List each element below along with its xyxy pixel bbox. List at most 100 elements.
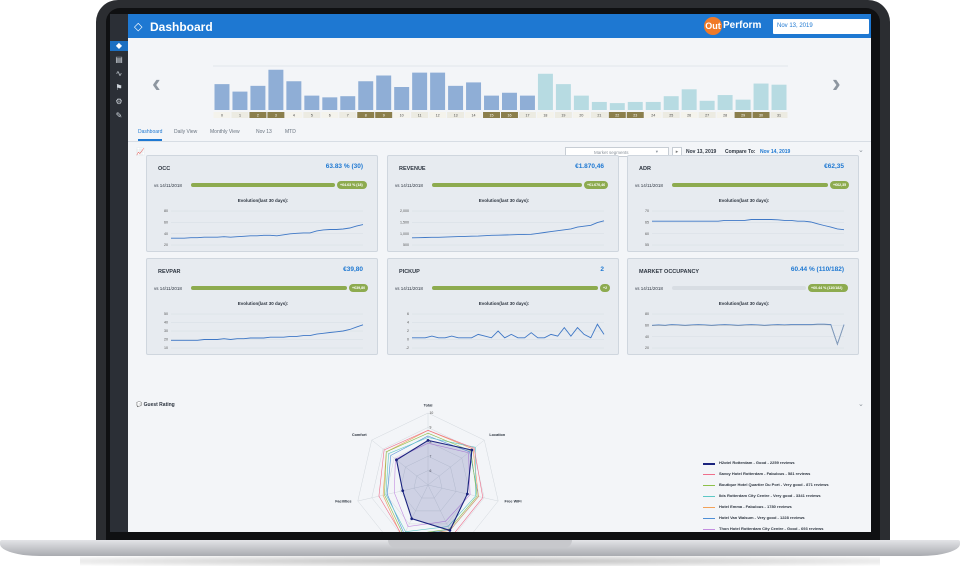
calendar-day-cell[interactable]: [339, 112, 357, 118]
calendar-day-cell[interactable]: [662, 112, 680, 118]
tab-nov-13[interactable]: Nov 13: [256, 129, 272, 135]
calendar-day-cell[interactable]: [644, 112, 662, 118]
calendar-bar[interactable]: [591, 101, 607, 110]
kpi-delta-badge: +60.44 % (110/182): [808, 284, 848, 292]
calendar-day-cell[interactable]: [590, 112, 608, 118]
calendar-bar[interactable]: [735, 99, 751, 110]
kpi-card-market-occupancy[interactable]: MARKET OCCUPANCY 60.44 % (110/182) vs 14/1…: [627, 258, 859, 355]
calendar-bar[interactable]: [681, 89, 697, 110]
gem-icon[interactable]: ◆: [110, 41, 128, 51]
calendar-bar[interactable]: [519, 95, 535, 110]
calendar-day-cell[interactable]: [698, 112, 716, 118]
calendar-bar[interactable]: [448, 85, 464, 110]
calendar-bar[interactable]: [376, 75, 392, 111]
calendar-bar[interactable]: [286, 81, 302, 110]
calendar-day-cell[interactable]: [375, 112, 393, 118]
calendar-day-cell[interactable]: [608, 112, 626, 118]
calendar-bar[interactable]: [502, 92, 517, 110]
calendar-bar[interactable]: [555, 84, 571, 110]
laptop-base: [0, 540, 960, 556]
legend-item[interactable]: Savoy Hotel Rotterdam - Fabulous - 581 r…: [703, 471, 871, 482]
calendar-day-cell[interactable]: [716, 112, 734, 118]
calendar-bar[interactable]: [484, 95, 499, 110]
calendar-day-label: 1: [239, 114, 241, 118]
kpi-card-revpar[interactable]: REVPAR €39,80 vs 14/11/2018 +€39,80 Evolutio…: [146, 258, 378, 355]
calendar-bar[interactable]: [645, 101, 661, 110]
calendar-day-cell[interactable]: [429, 112, 447, 118]
calendar-bar[interactable]: [466, 82, 482, 110]
calendar-day-cell[interactable]: [752, 112, 770, 118]
calendar-day-cell[interactable]: [393, 112, 411, 118]
legend-item[interactable]: Ibis Rotterdam City Centre - Very good -…: [703, 493, 871, 504]
kpi-card-occ[interactable]: OCC 63.83 % (30) vs 14/11/2018 +64.63 % (18…: [146, 155, 378, 252]
collapse-chevron-icon[interactable]: ⌄: [858, 147, 864, 154]
calendar-day-cell[interactable]: [572, 112, 590, 118]
calendar-day-cell[interactable]: [231, 112, 249, 118]
tab-monthly-view[interactable]: Monthly View: [210, 129, 240, 135]
calendar-bar[interactable]: [717, 95, 733, 110]
legend-item[interactable]: Hotel Van Walsum - Very good - 1228 revi…: [703, 515, 871, 526]
calendar-strip[interactable]: 0 1 2 3 4 5 6 7 8 9 10 11 12 13 14 15 16 17 18 19 20 21 22 23 24…: [213, 62, 788, 124]
y-tick-label: 2,000: [400, 209, 409, 213]
calendar-bar[interactable]: [304, 95, 320, 110]
calendar-bar[interactable]: [609, 103, 625, 110]
legend-item[interactable]: Thon Hotel Rotterdam City Centre - Good …: [703, 526, 871, 532]
calendar-bar[interactable]: [430, 72, 446, 110]
dashboard-icon[interactable]: ▤: [115, 55, 123, 64]
calendar-bar[interactable]: [573, 95, 589, 110]
calendar-bar[interactable]: [250, 85, 266, 110]
calendar-day-cell[interactable]: [536, 112, 554, 118]
calendar-bar[interactable]: [699, 100, 715, 110]
calendar-day-cell[interactable]: [447, 112, 465, 118]
kpi-card-adr[interactable]: ADR €62,35 vs 14/11/2018 +€62,35 Evolution(l…: [627, 155, 859, 252]
calendar-bar[interactable]: [771, 84, 787, 110]
calendar-bar[interactable]: [753, 83, 769, 110]
calendar-bar[interactable]: [232, 91, 248, 110]
calendar-day-cell[interactable]: [213, 112, 231, 118]
calendar-day-cell[interactable]: [501, 112, 518, 118]
legend-item[interactable]: Boutique Hotel Quartier Du Port - Very g…: [703, 482, 871, 493]
calendar-day-cell[interactable]: [734, 112, 752, 118]
calendar-day-cell[interactable]: [554, 112, 572, 118]
tab-mtd[interactable]: MTD: [285, 129, 296, 135]
flag-icon[interactable]: ⚑: [115, 83, 123, 92]
calendar-day-cell[interactable]: [770, 112, 788, 118]
calendar-day-cell[interactable]: [267, 112, 285, 118]
rating-collapse-icon[interactable]: ⌄: [858, 401, 864, 408]
calendar-bar[interactable]: [340, 96, 356, 110]
next-arrow-icon[interactable]: ›: [832, 68, 841, 98]
calendar-day-cell[interactable]: [303, 112, 321, 118]
tab-daily-view[interactable]: Daily View: [174, 129, 198, 135]
legend-item[interactable]: H2otel Rotterdam - Good - 2259 reviews: [703, 460, 871, 471]
kpi-card-pickup[interactable]: PICKUP 2 vs 14/11/2018 +2 Evolution(last 30 …: [387, 258, 619, 355]
header-date-picker[interactable]: Nov 13, 2019: [773, 19, 869, 34]
calendar-day-cell[interactable]: [411, 112, 429, 118]
calendar-bar[interactable]: [358, 81, 374, 110]
calendar-bar[interactable]: [322, 97, 338, 110]
calendar-day-cell[interactable]: [285, 112, 303, 118]
calendar-bar[interactable]: [663, 96, 679, 110]
y-tick-label: 40: [164, 321, 168, 325]
calendar-day-cell[interactable]: [483, 112, 500, 118]
trend-icon[interactable]: ∿: [115, 69, 123, 78]
calendar-bar[interactable]: [537, 73, 553, 110]
compare-date[interactable]: Nov 14, 2019: [760, 149, 791, 155]
legend-item[interactable]: Hotel Emma - Fabulous - 1780 reviews: [703, 504, 871, 515]
gear-icon[interactable]: ⚙: [115, 97, 123, 106]
calendar-day-cell[interactable]: [626, 112, 644, 118]
calendar-day-cell[interactable]: [357, 112, 375, 118]
calendar-day-cell[interactable]: [518, 112, 536, 118]
prev-arrow-icon[interactable]: ‹: [152, 68, 161, 98]
calendar-day-cell[interactable]: [465, 112, 483, 118]
tab-dashboard[interactable]: Dashboard: [138, 129, 163, 141]
calendar-day-cell[interactable]: [321, 112, 339, 118]
calendar-bar[interactable]: [412, 72, 428, 110]
calendar-day-cell[interactable]: [249, 112, 267, 118]
calendar-bar[interactable]: [214, 84, 230, 110]
calendar-bar[interactable]: [394, 87, 410, 110]
wrench-icon[interactable]: ✎: [115, 111, 123, 120]
calendar-day-cell[interactable]: [680, 112, 698, 118]
kpi-card-revenue[interactable]: REVENUE €1.870,46 vs 14/11/2018 +€1.670,46 E…: [387, 155, 619, 252]
calendar-bar[interactable]: [627, 101, 643, 110]
calendar-bar[interactable]: [268, 69, 284, 110]
